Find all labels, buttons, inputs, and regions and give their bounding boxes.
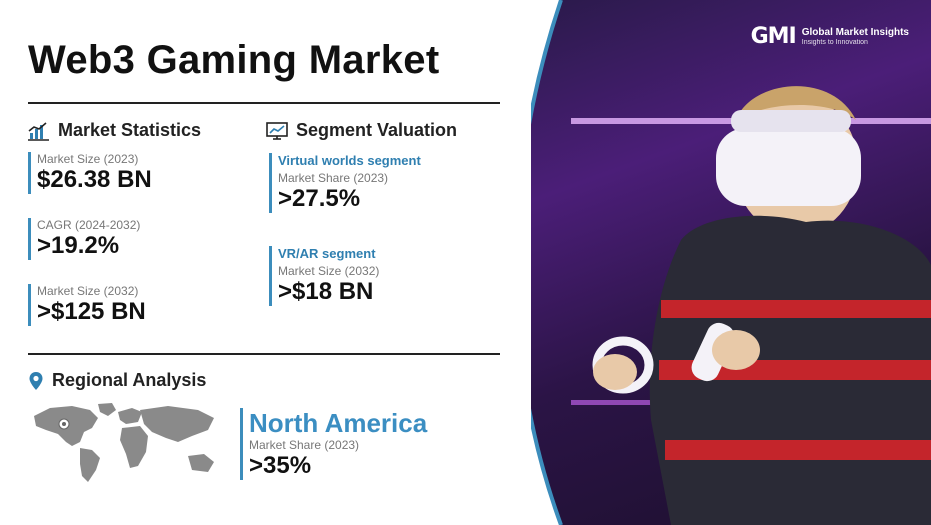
market-statistics-title: Market Statistics (58, 120, 202, 140)
stat-value: >$125 BN (37, 298, 146, 325)
hero-photo: GMI Global Market Insights Insights to I… (531, 0, 931, 525)
segment-value: >$18 BN (278, 278, 374, 305)
world-map-image (34, 403, 214, 482)
monitor-chart-icon (266, 121, 288, 140)
market-statistics-heading: Market Statistics (28, 120, 201, 141)
segment-label: Market Share (2023) (278, 171, 389, 185)
region-name: North America (249, 408, 428, 438)
brand-text: Global Market Insights Insights to Innov… (802, 27, 909, 47)
stat-value: >19.2% (37, 232, 120, 259)
segment-name: VR/AR segment (278, 246, 376, 261)
regional-analysis-title: Regional Analysis (52, 370, 207, 390)
stat-label: Market Size (2023) (37, 152, 139, 166)
page-title: Web3 Gaming Market (28, 38, 440, 82)
brand-tagline: Insights to Innovation (801, 38, 868, 46)
segment-vr-ar: VR/AR segment Market Size (2032) >$18 BN (269, 246, 379, 306)
region-highlight: North America Market Share (2023) >35% (240, 408, 427, 480)
stat-label: CAGR (2024-2032) (37, 218, 141, 232)
section-divider (28, 353, 500, 355)
title-divider (28, 102, 500, 104)
brand-name: Global Market Insights (801, 26, 909, 38)
bar-chart-icon (28, 121, 49, 141)
segment-name: Virtual worlds segment (278, 153, 421, 168)
segment-valuation-title: Segment Valuation (296, 120, 458, 140)
stat-cagr: CAGR (2024-2032) >19.2% (28, 218, 140, 260)
brand-logo: GMI Global Market Insights Insights to I… (751, 24, 909, 49)
brand-mark: GMI (750, 24, 797, 49)
segment-label: Market Size (2032) (278, 264, 380, 278)
segment-valuation-heading: Segment Valuation (266, 120, 457, 141)
stat-market-size-2023: Market Size (2023) $26.38 BN (28, 152, 152, 194)
regional-analysis-heading: Regional Analysis (28, 370, 206, 391)
stat-market-size-2032: Market Size (2032) >$125 BN (28, 284, 146, 326)
segment-value: >27.5% (278, 185, 361, 212)
location-pin-icon (29, 371, 43, 390)
stat-label: Market Size (2032) (37, 284, 139, 298)
region-value: >35% (249, 452, 312, 479)
vr-gamer-illustration (531, 0, 931, 525)
segment-virtual-worlds: Virtual worlds segment Market Share (202… (269, 153, 421, 213)
stat-value: $26.38 BN (37, 166, 152, 193)
region-label: Market Share (2023) (249, 438, 360, 452)
